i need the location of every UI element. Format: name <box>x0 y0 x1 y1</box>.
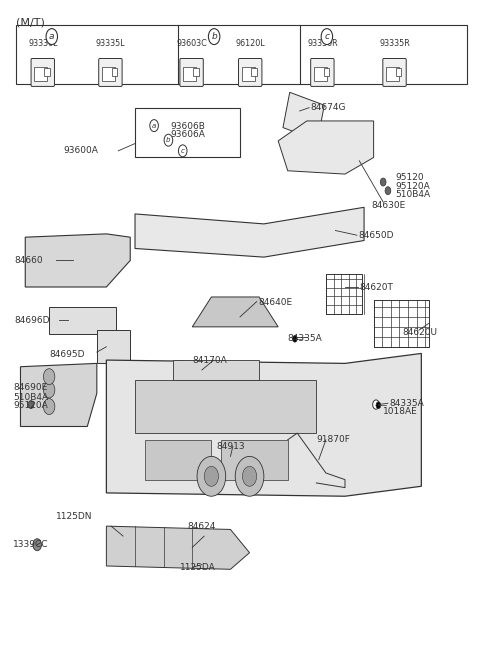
Bar <box>144 440 211 480</box>
Text: 1339CC: 1339CC <box>13 540 49 549</box>
Circle shape <box>46 29 58 45</box>
Text: 510B4A: 510B4A <box>395 190 430 199</box>
Text: 93603C: 93603C <box>176 39 207 48</box>
Circle shape <box>28 401 34 409</box>
Text: 84674G: 84674G <box>311 103 346 112</box>
Text: 1125DN: 1125DN <box>56 512 93 522</box>
Bar <box>252 69 257 77</box>
Circle shape <box>380 178 386 186</box>
Bar <box>373 300 429 347</box>
Bar <box>135 380 316 433</box>
Text: 93330R: 93330R <box>307 39 338 48</box>
Bar <box>44 69 50 77</box>
Text: 93606A: 93606A <box>171 130 205 139</box>
Text: 1018AE: 1018AE <box>383 408 418 416</box>
Circle shape <box>43 399 55 414</box>
Bar <box>193 69 199 77</box>
Text: 84620U: 84620U <box>402 327 437 337</box>
Bar <box>135 107 240 157</box>
Text: 84620T: 84620T <box>360 283 393 291</box>
Circle shape <box>43 369 55 385</box>
Polygon shape <box>278 121 373 174</box>
Text: 93335R: 93335R <box>379 39 410 48</box>
Bar <box>283 92 324 141</box>
Polygon shape <box>192 297 278 327</box>
Circle shape <box>235 456 264 496</box>
Text: 95120: 95120 <box>395 173 424 182</box>
Circle shape <box>164 134 173 146</box>
FancyBboxPatch shape <box>311 59 334 87</box>
FancyBboxPatch shape <box>180 59 203 87</box>
Circle shape <box>179 145 187 157</box>
FancyBboxPatch shape <box>31 59 54 87</box>
Text: 84695D: 84695D <box>49 350 84 360</box>
Bar <box>16 25 467 85</box>
Text: 84335A: 84335A <box>389 399 424 408</box>
Bar <box>221 440 288 480</box>
Text: 84170A: 84170A <box>192 356 227 366</box>
FancyBboxPatch shape <box>239 59 262 87</box>
Text: 93606B: 93606B <box>171 122 205 131</box>
FancyBboxPatch shape <box>99 59 122 87</box>
Polygon shape <box>25 234 130 287</box>
Text: 93600A: 93600A <box>63 146 98 155</box>
Polygon shape <box>135 207 364 257</box>
Bar <box>49 307 116 334</box>
FancyBboxPatch shape <box>383 59 406 87</box>
Circle shape <box>33 539 41 551</box>
Text: a: a <box>152 123 156 129</box>
Bar <box>35 67 48 81</box>
Circle shape <box>43 382 55 398</box>
Circle shape <box>242 466 257 486</box>
Bar <box>324 69 329 77</box>
Bar <box>396 69 401 77</box>
Text: 93330L: 93330L <box>28 39 58 48</box>
Text: b: b <box>211 32 217 41</box>
Text: 96120L: 96120L <box>235 39 265 48</box>
Polygon shape <box>107 354 421 496</box>
Circle shape <box>292 336 297 342</box>
Bar <box>173 360 259 380</box>
Text: 84660: 84660 <box>15 256 43 265</box>
Text: 84640E: 84640E <box>258 297 292 307</box>
Text: 95120A: 95120A <box>395 181 430 191</box>
Text: 84335A: 84335A <box>288 334 323 343</box>
Text: b: b <box>166 137 171 143</box>
Circle shape <box>197 456 226 496</box>
Bar <box>112 69 117 77</box>
Text: 93335L: 93335L <box>96 39 125 48</box>
Text: c: c <box>181 148 185 154</box>
Text: 84913: 84913 <box>216 442 245 451</box>
Circle shape <box>204 466 218 486</box>
Text: 1125DA: 1125DA <box>180 563 216 572</box>
Polygon shape <box>21 364 97 426</box>
Text: c: c <box>324 32 329 41</box>
Text: (M/T): (M/T) <box>16 18 45 28</box>
Text: 84696D: 84696D <box>15 315 50 325</box>
Circle shape <box>372 400 379 410</box>
Text: 84690E: 84690E <box>13 384 48 392</box>
Circle shape <box>385 187 391 195</box>
Circle shape <box>321 29 333 45</box>
Text: 84650D: 84650D <box>359 231 394 239</box>
Bar <box>314 67 327 81</box>
Circle shape <box>376 402 381 409</box>
Polygon shape <box>107 526 250 570</box>
Text: a: a <box>49 32 55 41</box>
Text: 84624: 84624 <box>188 522 216 531</box>
Circle shape <box>150 119 158 131</box>
Text: 510B4A: 510B4A <box>13 393 48 402</box>
Bar <box>97 330 130 364</box>
Bar <box>326 273 362 313</box>
Bar <box>183 67 196 81</box>
Bar <box>102 67 115 81</box>
Text: 91870F: 91870F <box>316 436 350 444</box>
Text: 95120A: 95120A <box>13 401 48 410</box>
Text: 84630E: 84630E <box>371 201 406 211</box>
Bar <box>386 67 399 81</box>
Bar <box>242 67 255 81</box>
Circle shape <box>208 29 220 45</box>
